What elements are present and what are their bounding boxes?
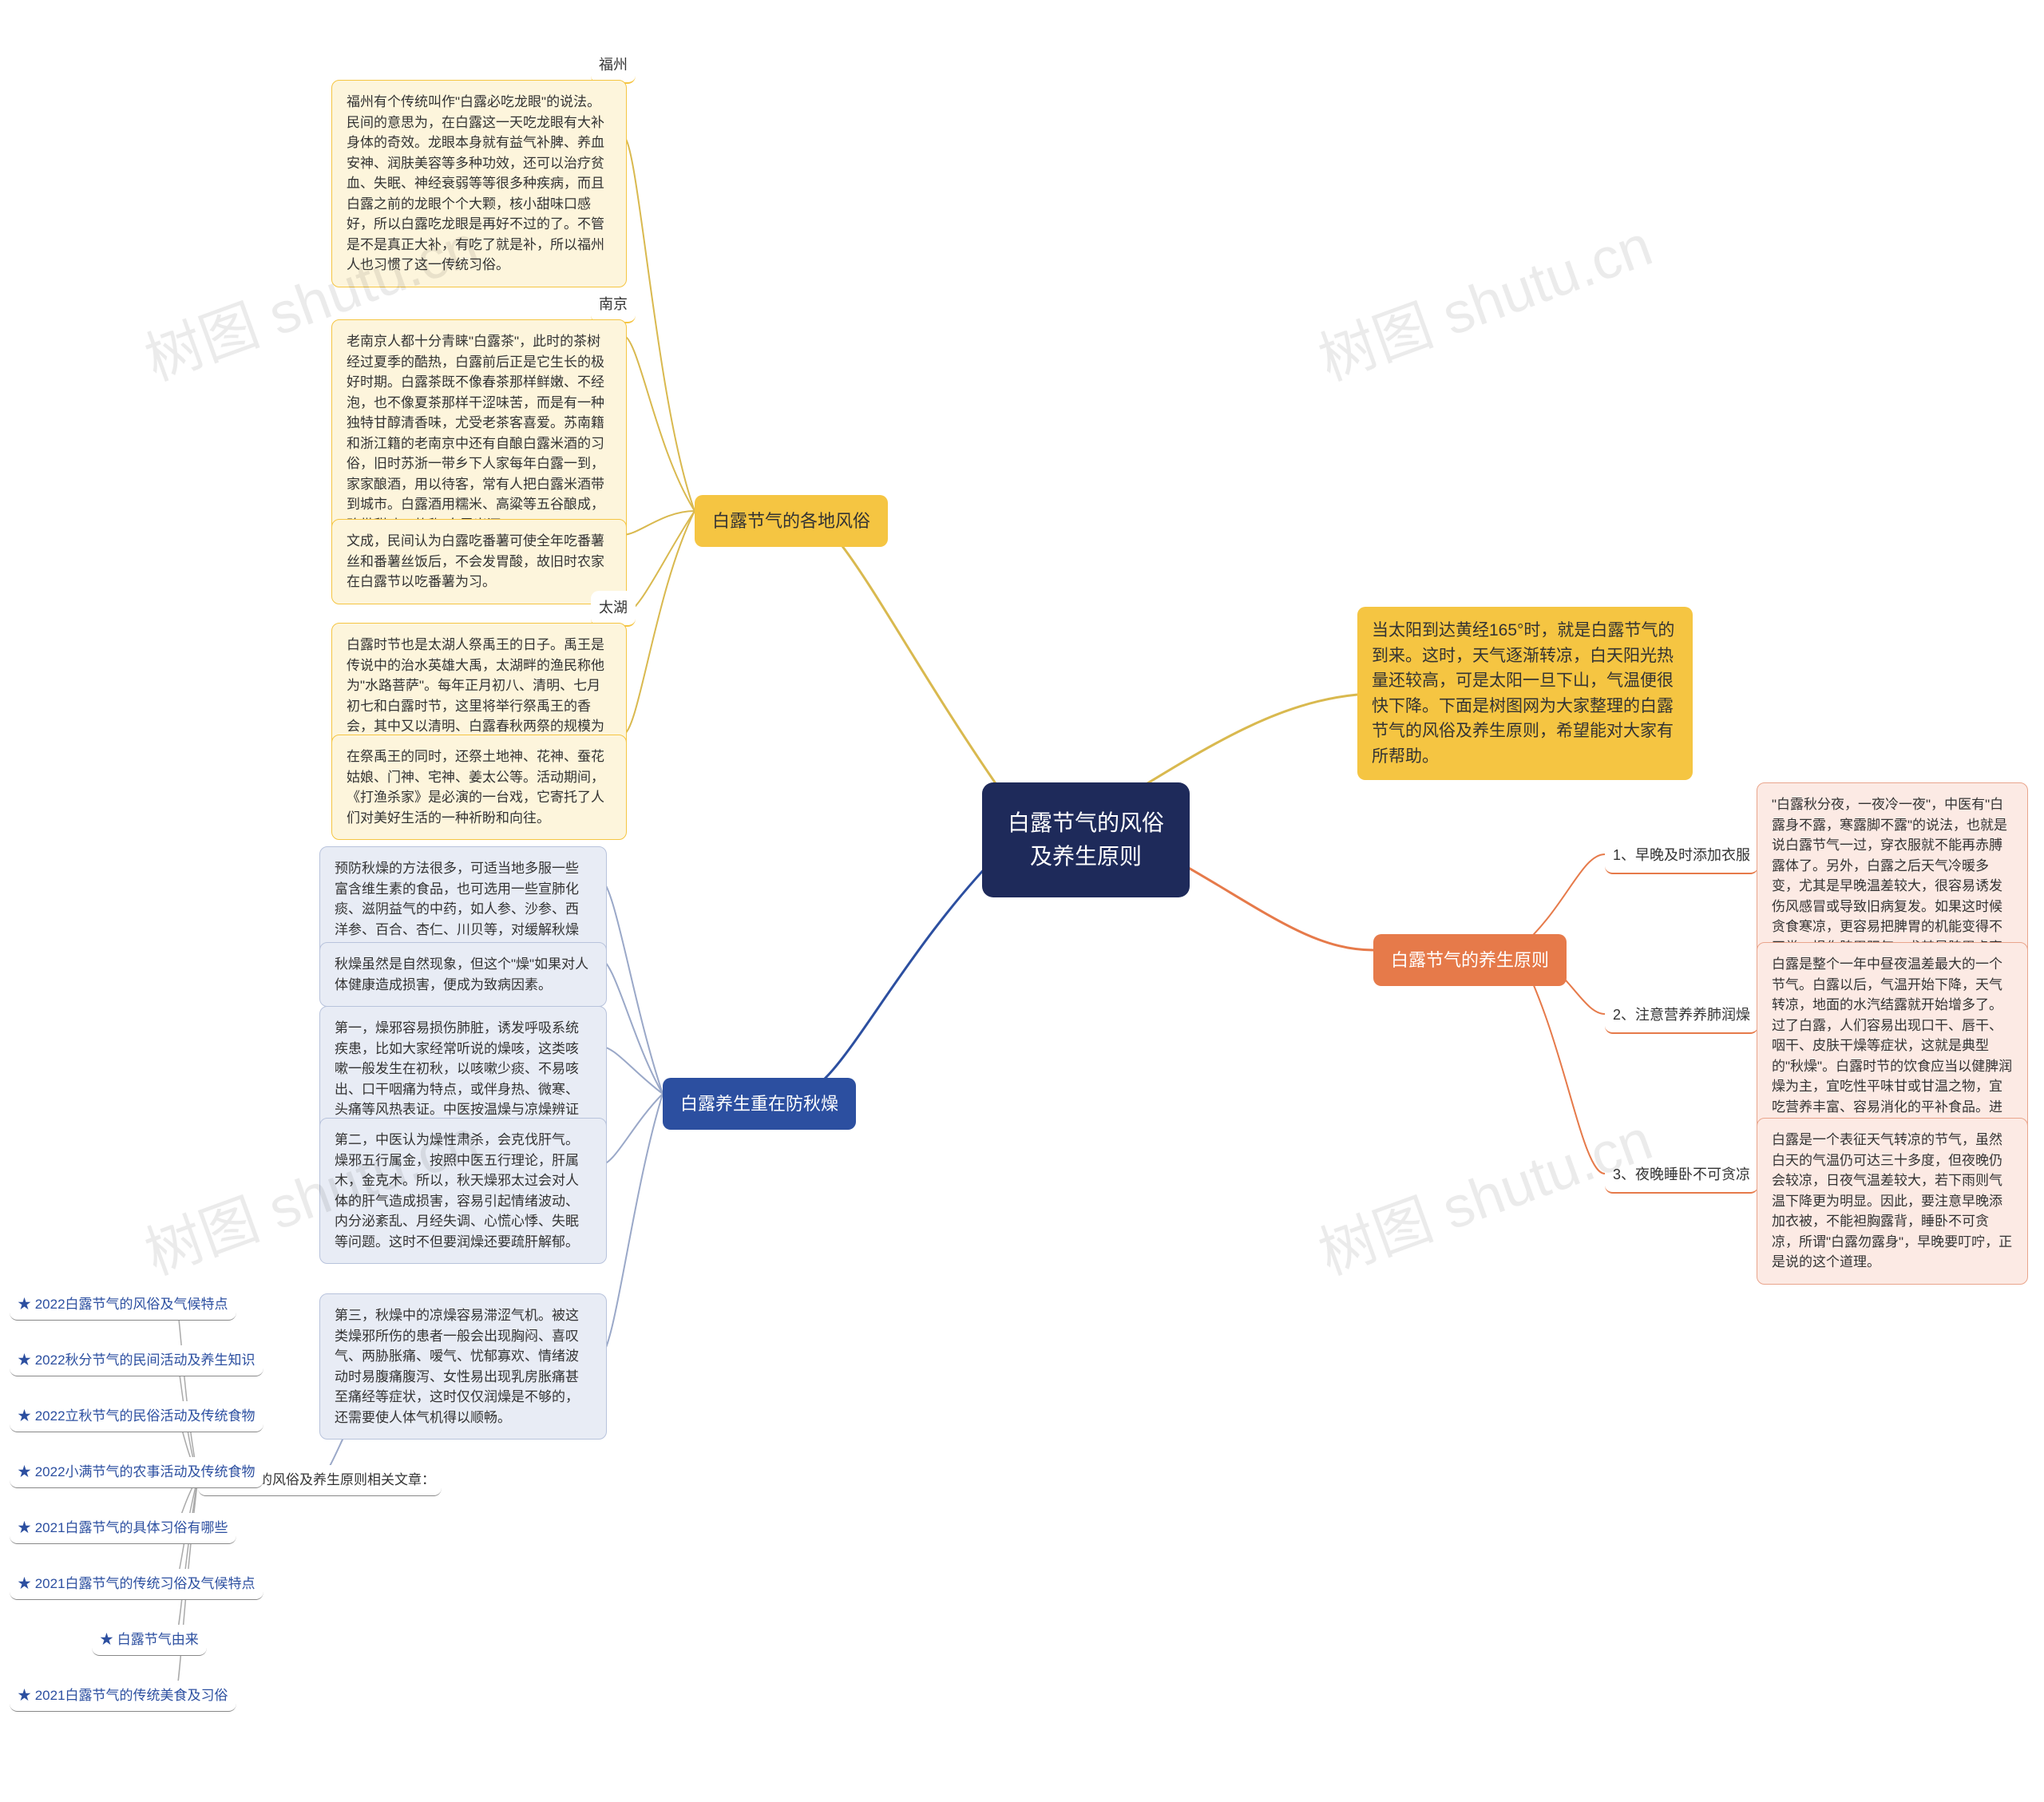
customs-title[interactable]: 白露节气的各地风俗 (695, 495, 888, 547)
customs-label-taihu[interactable]: 太湖 (591, 591, 636, 627)
autumn-block-1: 秋燥虽然是自然现象，但这个"燥"如果对人体健康造成损害，便成为致病因素。 (319, 942, 607, 1007)
intro-block[interactable]: 当太阳到达黄经165°时，就是白露节气的到来。这时，天气逐渐转凉，白天阳光热量还… (1357, 607, 1693, 780)
health-label-1[interactable]: 2、注意营养养肺润燥 (1605, 998, 1758, 1034)
health-title[interactable]: 白露节气的养生原则 (1373, 934, 1567, 986)
related-item-1[interactable]: ★ 2022秋分节气的民间活动及养生知识 (10, 1345, 263, 1376)
customs-body-extra: 在祭禹王的同时，还祭土地神、花神、蚕花姑娘、门神、宅神、姜太公等。活动期间，《打… (331, 735, 627, 840)
customs-label-fuzhou[interactable]: 福州 (591, 48, 636, 84)
health-body-2: 白露是一个表征天气转凉的节气，虽然白天的气温仍可达三十多度，但夜晚仍会较凉，日夜… (1757, 1118, 2028, 1285)
connectors-layer (0, 0, 2044, 1802)
customs-label-nanjing[interactable]: 南京 (591, 287, 636, 323)
autumn-title[interactable]: 白露养生重在防秋燥 (663, 1078, 856, 1130)
customs-body-fuzhou: 福州有个传统叫作"白露必吃龙眼"的说法。民间的意思为，在白露这一天吃龙眼有大补身… (331, 80, 627, 287)
center-topic[interactable]: 白露节气的风俗及养生原则 (982, 782, 1190, 897)
related-item-0[interactable]: ★ 2022白露节气的风俗及气候特点 (10, 1289, 236, 1321)
related-item-2[interactable]: ★ 2022立秋节气的民俗活动及传统食物 (10, 1401, 263, 1432)
related-item-5[interactable]: ★ 2021白露节气的传统习俗及气候特点 (10, 1569, 263, 1600)
related-item-3[interactable]: ★ 2022小满节气的农事活动及传统食物 (10, 1457, 263, 1488)
related-item-7[interactable]: ★ 2021白露节气的传统美食及习俗 (10, 1681, 236, 1712)
customs-body-wencheng: 文成，民间认为白露吃番薯可使全年吃番薯丝和番薯丝饭后，不会发胃酸，故旧时农家在白… (331, 519, 627, 604)
related-item-6[interactable]: ★ 白露节气由来 (92, 1625, 207, 1656)
customs-body-nanjing: 老南京人都十分青睐"白露茶"，此时的茶树经过夏季的酷热，白露前后正是它生长的极好… (331, 319, 627, 547)
health-label-2[interactable]: 3、夜晚睡卧不可贪凉 (1605, 1158, 1758, 1194)
autumn-block-3: 第二，中医认为燥性肃杀，会克伐肝气。燥邪五行属金，按照中医五行理论，肝属木，金克… (319, 1118, 607, 1264)
related-item-4[interactable]: ★ 2021白露节气的具体习俗有哪些 (10, 1513, 236, 1544)
autumn-block-4: 第三，秋燥中的凉燥容易滞涩气机。被这类燥邪所伤的患者一般会出现胸闷、喜叹气、两胁… (319, 1293, 607, 1440)
health-label-0[interactable]: 1、早晚及时添加衣服 (1605, 838, 1758, 874)
